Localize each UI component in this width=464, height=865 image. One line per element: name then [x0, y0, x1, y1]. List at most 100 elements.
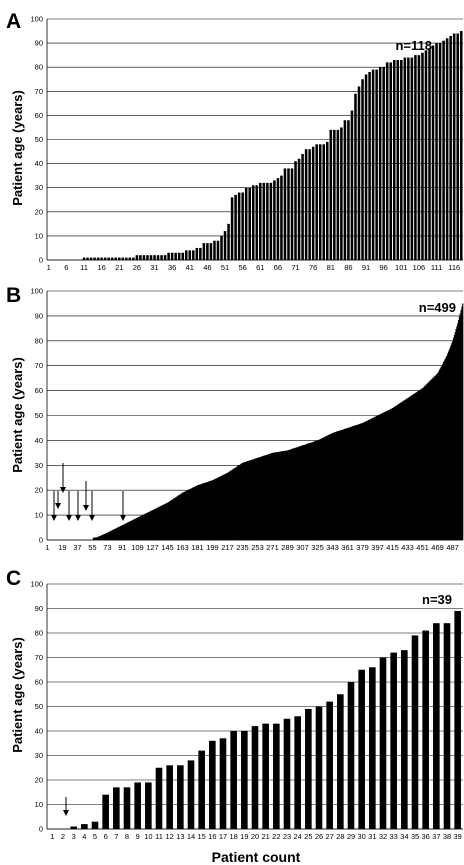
bar [396, 59, 400, 260]
bar [157, 507, 159, 540]
bar [166, 503, 168, 540]
bar [333, 129, 336, 260]
bar [113, 787, 120, 829]
bar [238, 465, 240, 540]
bar [272, 452, 274, 540]
y-tick-label: 30 [35, 751, 43, 760]
bar [121, 525, 123, 540]
bar [294, 447, 296, 540]
bar [152, 510, 154, 540]
bar [148, 511, 150, 540]
bar [252, 459, 254, 540]
bar [244, 462, 246, 540]
bar [118, 257, 121, 260]
bar [428, 47, 431, 260]
bar [317, 440, 319, 540]
bar [277, 451, 280, 540]
bar [112, 529, 115, 540]
bar [343, 428, 345, 540]
bar [440, 366, 442, 540]
bar [220, 476, 222, 540]
y-tick-label: 100 [30, 15, 43, 24]
bar [241, 463, 243, 540]
x-tick-label: 111 [431, 263, 442, 272]
bar [407, 398, 409, 540]
bar [437, 371, 440, 540]
bar [402, 400, 405, 540]
bar [336, 431, 338, 540]
x-tick-label: 71 [291, 263, 299, 272]
bar [422, 388, 424, 540]
bar [192, 487, 194, 540]
bar [203, 482, 205, 540]
bar [255, 185, 259, 260]
bar [240, 463, 242, 540]
bar [202, 483, 205, 540]
bar [327, 434, 330, 540]
y-tick-label: 70 [35, 361, 43, 370]
bar [156, 255, 160, 260]
bar [254, 458, 256, 540]
bar [347, 427, 349, 540]
bar [276, 452, 278, 540]
bar [283, 718, 291, 829]
bar [233, 468, 235, 540]
bar [151, 510, 153, 540]
x-tick-label: 5 [93, 832, 97, 841]
bar [259, 182, 262, 260]
bar [362, 422, 365, 540]
bar [302, 445, 304, 540]
bar [294, 716, 301, 829]
bar [347, 120, 350, 260]
bar [363, 422, 365, 540]
bar [117, 527, 120, 540]
bar [270, 453, 272, 540]
y-axis-title-a: Patient age (years) [10, 90, 25, 206]
bar [163, 255, 167, 260]
bar [329, 434, 331, 540]
bar [284, 450, 286, 540]
bar [287, 450, 289, 540]
bar [236, 466, 238, 540]
annotation-arrow [55, 491, 61, 509]
bar [210, 480, 212, 540]
x-tick-label: 2 [61, 832, 65, 841]
x-tick-label: 127 [146, 543, 159, 552]
bar [121, 257, 125, 260]
bar [174, 497, 176, 540]
bar [458, 320, 460, 540]
bar [343, 120, 347, 260]
x-tick-label: 41 [186, 263, 194, 272]
bar [223, 231, 227, 260]
bar [409, 396, 411, 540]
bar [458, 316, 461, 540]
bar [407, 397, 410, 540]
bar [137, 517, 140, 540]
bar [200, 484, 202, 540]
bar [421, 388, 423, 540]
x-axis-title: Patient count [212, 849, 301, 865]
x-tick-label: 271 [266, 543, 279, 552]
bar [167, 252, 170, 260]
bar [287, 450, 290, 540]
bar [360, 423, 362, 540]
bar [164, 503, 166, 540]
bar [291, 448, 293, 540]
bar [230, 731, 237, 829]
bar [328, 434, 330, 540]
bar [260, 456, 262, 540]
bars [82, 31, 463, 261]
bar [292, 448, 294, 540]
x-tick-label: 106 [413, 263, 426, 272]
bar [433, 376, 435, 540]
bar [99, 536, 101, 540]
bar [377, 415, 380, 540]
bar [325, 436, 327, 540]
n-label-c: n=39 [422, 592, 452, 607]
bar [421, 52, 424, 260]
bar [383, 412, 385, 540]
bar [249, 460, 251, 540]
bar [188, 250, 192, 260]
bar [340, 430, 342, 540]
bar [105, 533, 107, 540]
